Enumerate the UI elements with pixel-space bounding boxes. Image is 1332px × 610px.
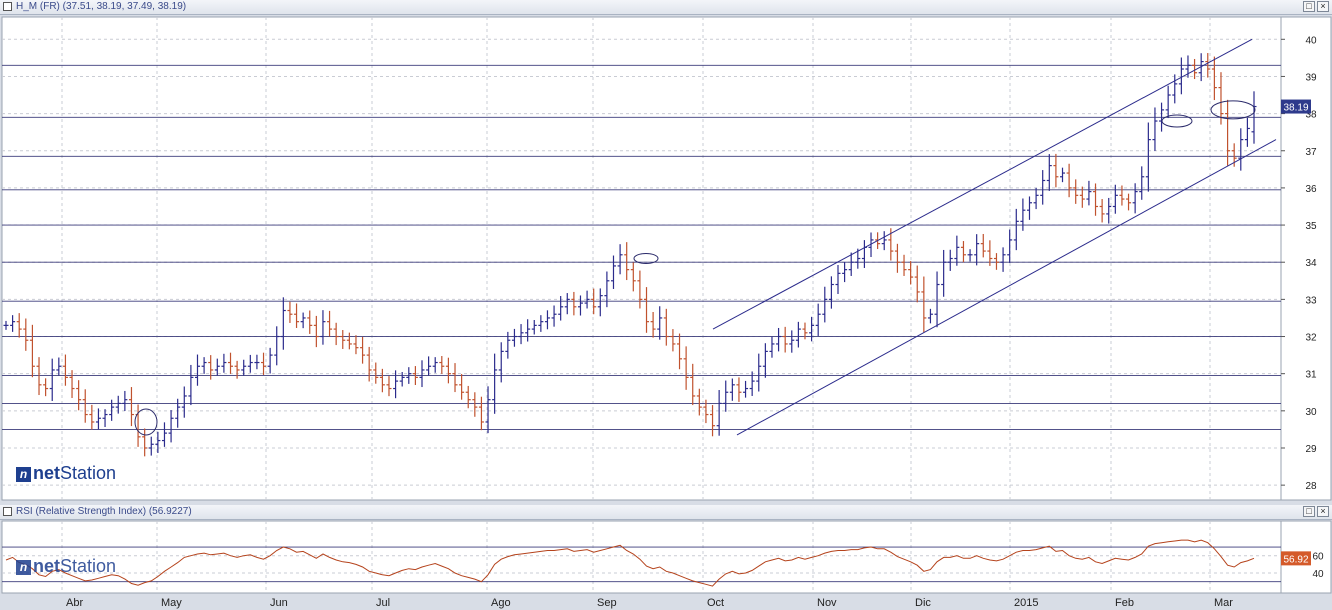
plot-area xyxy=(1,16,1282,501)
netstation-logo: n netStation xyxy=(16,463,116,484)
x-tick-label: Jun xyxy=(270,597,288,609)
annotation-ellipse xyxy=(1210,100,1256,120)
x-tick-label: May xyxy=(161,597,182,609)
x-tick-label: Jul xyxy=(376,597,390,609)
x-tick-label: Sep xyxy=(597,597,617,609)
close-button[interactable]: × xyxy=(1317,1,1329,12)
rsi-last-label: 56.92 xyxy=(1283,554,1308,565)
rsi-line xyxy=(5,539,1255,587)
close-button[interactable]: × xyxy=(1317,506,1329,517)
y-tick-label: 37 xyxy=(1305,147,1317,158)
rsi-last-tag xyxy=(1281,551,1311,566)
last-price-label: 38.19 xyxy=(1283,103,1308,114)
x-tick-label: Feb xyxy=(1115,597,1134,609)
rsi-y-tick-label: 40 xyxy=(1312,569,1324,580)
x-tick-label: Oct xyxy=(707,597,724,609)
x-tick-label: Dic xyxy=(915,597,931,609)
main-panel-titlebar: H_M (FR) (37.51, 38.19, 37.49, 38.19) □ … xyxy=(0,0,1332,15)
rsi-panel-titlebar: RSI (Relative Strength Index) (56.9227) … xyxy=(0,505,1332,520)
last-price-tag xyxy=(1281,99,1311,114)
restore-button[interactable]: □ xyxy=(1303,1,1315,12)
x-tick-label: Ago xyxy=(491,597,511,609)
rsi-panel-title: RSI (Relative Strength Index) (56.9227) xyxy=(16,506,192,517)
y-tick-label: 30 xyxy=(1305,407,1317,418)
netstation-logo-rsi: n netStation xyxy=(16,556,116,577)
annotation-ellipse xyxy=(1161,114,1193,128)
annotation-ellipse xyxy=(134,408,158,436)
y-tick-label: 32 xyxy=(1305,333,1317,344)
x-tick-label: Abr xyxy=(66,597,83,609)
y-tick-label: 28 xyxy=(1305,481,1317,492)
rsi-y-tick-label: 60 xyxy=(1312,552,1324,563)
y-tick-label: 33 xyxy=(1305,295,1317,306)
main-panel-title: H_M (FR) (37.51, 38.19, 37.49, 38.19) xyxy=(16,1,187,12)
y-tick-label: 31 xyxy=(1305,370,1317,381)
y-tick-label: 39 xyxy=(1305,72,1317,83)
x-tick-label: 2015 xyxy=(1014,597,1038,609)
y-tick-label: 38 xyxy=(1305,110,1317,121)
y-tick-label: 34 xyxy=(1305,258,1317,269)
channel-upper-line xyxy=(712,38,1253,330)
y-tick-label: 35 xyxy=(1305,221,1317,232)
y-tick-label: 36 xyxy=(1305,184,1317,195)
price-chart[interactable]: 28 29 30 31 32 33 34 35 36 37 38 39 40 38.19 xyxy=(0,15,1332,505)
y-tick-label: 29 xyxy=(1305,444,1317,455)
rsi-plot-area xyxy=(1,520,1282,594)
netstation-n-icon: n xyxy=(16,467,31,482)
channel-lower-line xyxy=(736,139,1277,436)
y-tick-label: 40 xyxy=(1305,35,1317,46)
x-tick-label: Mar xyxy=(1214,597,1233,609)
panel-icon xyxy=(3,2,12,11)
panel-icon xyxy=(3,507,12,516)
netstation-n-icon: n xyxy=(16,560,31,575)
y-axis-area xyxy=(1280,16,1332,501)
annotation-ellipse xyxy=(633,253,659,264)
restore-button[interactable]: □ xyxy=(1303,506,1315,517)
x-tick-label: Nov xyxy=(817,597,837,609)
rsi-chart[interactable]: 40 60 56.92 Abr May Jun Jul Ago Sep Oct Nov Dic 2015… xyxy=(0,520,1332,610)
